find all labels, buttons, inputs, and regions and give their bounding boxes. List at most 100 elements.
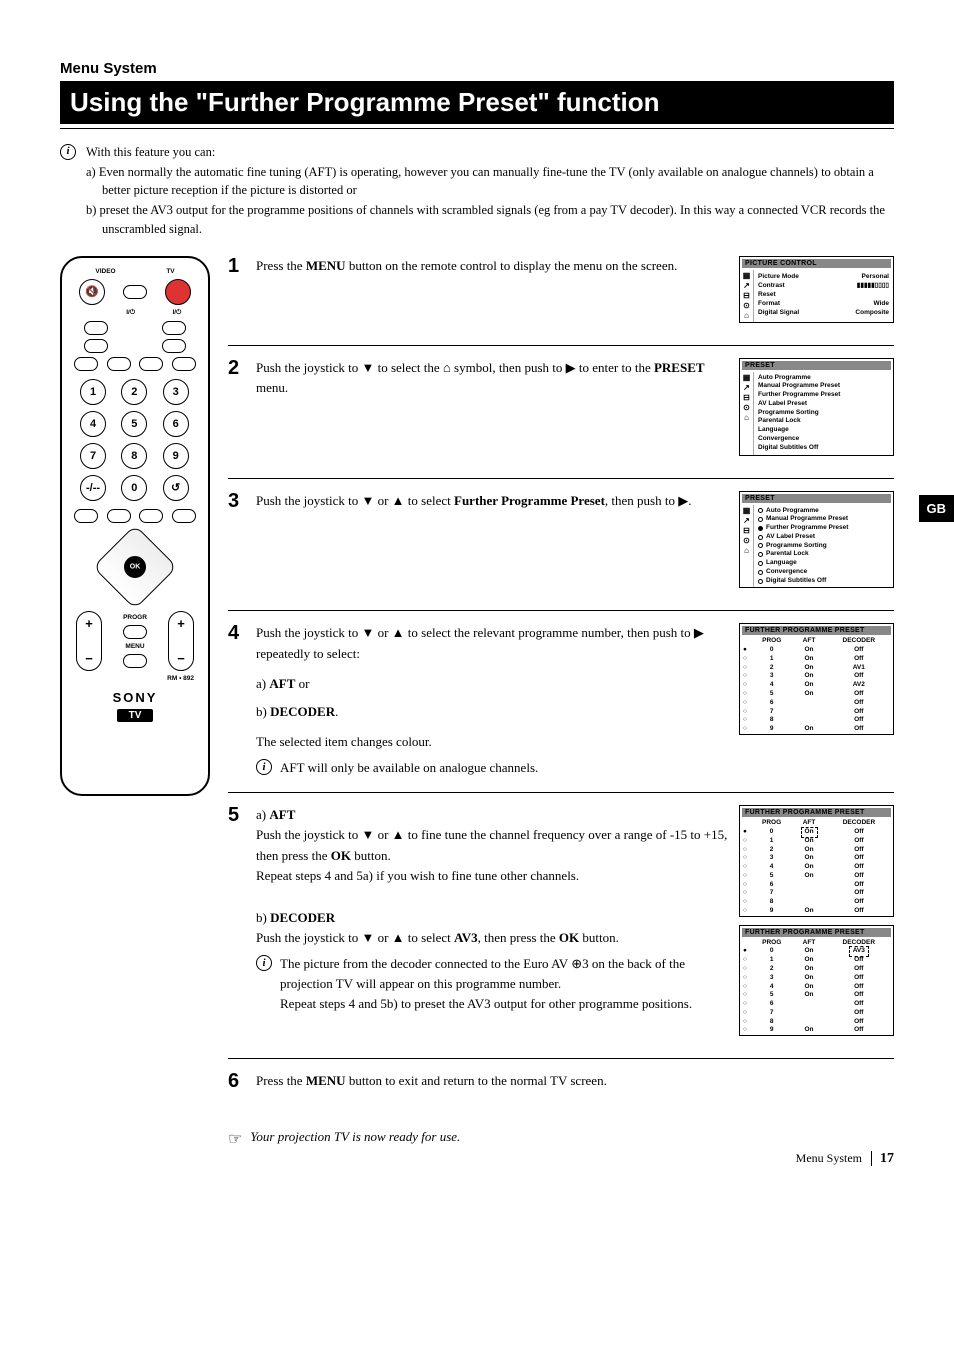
remote-label-video: VIDEO bbox=[95, 268, 115, 275]
osd-fpp-table: PROGAFTDECODER●0OnOff○1OnOff○2OnOff○3OnO… bbox=[740, 819, 893, 915]
btn-e[interactable] bbox=[74, 357, 98, 371]
key-dash[interactable]: -/-- bbox=[80, 475, 106, 501]
fn-3[interactable] bbox=[139, 509, 163, 523]
step-6-body: Press the MENU button to exit and return… bbox=[256, 1071, 729, 1091]
osd-fpp-5a: FURTHER PROGRAMME PRESET PROGAFTDECODER●… bbox=[739, 805, 894, 916]
osd-preset-2: PRESET ▦↗⊟⊙⌂ Auto ProgrammeManual Progra… bbox=[739, 491, 894, 589]
step-2-body: Push the joystick to ▼ to select the ⌂ s… bbox=[256, 358, 729, 398]
key-3[interactable]: 3 bbox=[163, 379, 189, 405]
step-4-num: 4 bbox=[228, 623, 246, 643]
btn-c[interactable] bbox=[84, 339, 108, 353]
joystick[interactable]: OK bbox=[93, 524, 178, 609]
info-icon: i bbox=[256, 759, 272, 775]
fn-1[interactable] bbox=[74, 509, 98, 523]
fn-4[interactable] bbox=[172, 509, 196, 523]
step-3-num: 3 bbox=[228, 491, 246, 511]
step-5: 5 a) AFT Push the joystick to ▼ or ▲ to … bbox=[228, 792, 894, 1058]
step-2: 2 Push the joystick to ▼ to select the ⌂… bbox=[228, 345, 894, 478]
progr-label: PROGR bbox=[123, 614, 147, 621]
osd-title: FURTHER PROGRAMME PRESET bbox=[742, 928, 891, 937]
osd-title: FURTHER PROGRAMME PRESET bbox=[742, 626, 891, 635]
remote-label-tv: TV bbox=[166, 268, 174, 275]
osd-title: FURTHER PROGRAMME PRESET bbox=[742, 808, 891, 817]
key-9[interactable]: 9 bbox=[163, 443, 189, 469]
step-4-note: AFT will only be available on analogue c… bbox=[280, 758, 538, 778]
osd-preset-1: PRESET ▦↗⊟⊙⌂ Auto ProgrammeManual Progra… bbox=[739, 358, 894, 456]
step-1-body: Press the MENU button on the remote cont… bbox=[256, 256, 729, 276]
hand-icon bbox=[228, 1129, 242, 1149]
btn-a[interactable] bbox=[84, 321, 108, 335]
osd-title: PICTURE CONTROL bbox=[742, 259, 891, 268]
tv-badge: TV bbox=[117, 709, 154, 722]
menu-label: MENU bbox=[125, 643, 144, 650]
step-1: 1 Press the MENU button on the remote co… bbox=[228, 256, 894, 345]
key-7[interactable]: 7 bbox=[80, 443, 106, 469]
key-2[interactable]: 2 bbox=[121, 379, 147, 405]
step-5-repeat: Repeat steps 4 and 5b) to preset the AV3… bbox=[280, 994, 729, 1014]
osd-fpp-table: PROGAFTDECODER●0OnOff○1OnOff○2OnAV1○3OnO… bbox=[740, 637, 893, 733]
step-5-body: a) AFT Push the joystick to ▼ or ▲ to fi… bbox=[256, 805, 729, 1014]
page-title: Using the "Further Programme Preset" fun… bbox=[60, 81, 894, 124]
keypad: 1 2 3 4 5 6 7 8 9 -/-- 0 ↺ bbox=[70, 375, 200, 505]
osd-title: PRESET bbox=[742, 361, 891, 370]
btn-b[interactable] bbox=[162, 321, 186, 335]
step-6: 6 Press the MENU button to exit and retu… bbox=[228, 1058, 894, 1105]
osd-fpp-5b: FURTHER PROGRAMME PRESET PROGAFTDECODER●… bbox=[739, 925, 894, 1036]
step-4: 4 Push the joystick to ▼ or ▲ to select … bbox=[228, 610, 894, 792]
key-0[interactable]: 0 bbox=[121, 475, 147, 501]
key-jump[interactable]: ↺ bbox=[163, 475, 189, 501]
green-button[interactable] bbox=[123, 285, 147, 299]
step-3: 3 Push the joystick to ▼ or ▲ to select … bbox=[228, 478, 894, 611]
ok-label: OK bbox=[130, 563, 141, 570]
key-4[interactable]: 4 bbox=[80, 411, 106, 437]
info-icon: i bbox=[256, 955, 272, 971]
page-footer: Menu System 17 bbox=[796, 1151, 894, 1167]
btn-f[interactable] bbox=[107, 357, 131, 371]
btn-d[interactable] bbox=[162, 339, 186, 353]
btn-g[interactable] bbox=[139, 357, 163, 371]
fn-2[interactable] bbox=[107, 509, 131, 523]
step-1-num: 1 bbox=[228, 256, 246, 276]
remote-control: VIDEO TV 🔇 I/⁠⏻ I/⁠⏻ 1 2 3 4 5 6 7 8 9 -/-… bbox=[60, 256, 210, 796]
osd-preset-items: Auto ProgrammeManual Programme PresetFur… bbox=[754, 372, 893, 455]
step-2-num: 2 bbox=[228, 358, 246, 378]
mute-button[interactable]: 🔇 bbox=[79, 279, 105, 305]
prog-rocker[interactable]: +− bbox=[168, 611, 194, 671]
step-3-body: Push the joystick to ▼ or ▲ to select Fu… bbox=[256, 491, 729, 511]
osd-picture-control: PICTURE CONTROL ▦↗⊟⊙⌂ Picture ModePerson… bbox=[739, 256, 894, 323]
section-label: Menu System bbox=[60, 60, 894, 77]
intro-b: b) preset the AV3 output for the program… bbox=[86, 201, 894, 237]
gb-tab: GB bbox=[919, 495, 954, 522]
volume-rocker[interactable]: +− bbox=[76, 611, 102, 671]
key-1[interactable]: 1 bbox=[80, 379, 106, 405]
key-5[interactable]: 5 bbox=[121, 411, 147, 437]
step-5-note: The picture from the decoder connected t… bbox=[280, 954, 729, 994]
intro-text: With this feature you can: a) Even norma… bbox=[86, 143, 894, 238]
model-label: RM • 892 bbox=[167, 675, 194, 682]
step-4-body: Push the joystick to ▼ or ▲ to select th… bbox=[256, 623, 729, 778]
btn-h[interactable] bbox=[172, 357, 196, 371]
aux-button[interactable] bbox=[123, 654, 147, 668]
osd-title: PRESET bbox=[742, 494, 891, 503]
osd-picture-rows: Picture ModePersonalContrast▮▮▮▮▮▯▯▯▯Res… bbox=[754, 270, 893, 322]
info-icon: i bbox=[60, 144, 76, 160]
key-8[interactable]: 8 bbox=[121, 443, 147, 469]
power-tv-button[interactable] bbox=[165, 279, 191, 305]
step-6-num: 6 bbox=[228, 1071, 246, 1091]
osd-nav-icons: ▦↗⊟⊙⌂ bbox=[740, 270, 754, 322]
standby-label: I/⁠⏻ bbox=[126, 309, 135, 317]
intro-a: a) Even normally the automatic fine tuni… bbox=[86, 163, 894, 199]
osd-fpp-table: PROGAFTDECODER●0OnAV3○1OnOff○2OnOff○3OnO… bbox=[740, 939, 893, 1035]
key-6[interactable]: 6 bbox=[163, 411, 189, 437]
osd-nav-icons: ▦↗⊟⊙⌂ bbox=[740, 505, 754, 588]
brand-label: SONY bbox=[113, 690, 158, 705]
rule bbox=[60, 128, 894, 129]
step-5-num: 5 bbox=[228, 805, 246, 825]
ready-note: Your projection TV is now ready for use. bbox=[228, 1129, 894, 1149]
osd-preset-items: Auto ProgrammeManual Programme PresetFur… bbox=[754, 505, 893, 588]
menu-button[interactable] bbox=[123, 625, 147, 639]
standby-label-2: I/⁠⏻ bbox=[172, 309, 181, 317]
intro-block: i With this feature you can: a) Even nor… bbox=[60, 143, 894, 238]
osd-fpp-4: FURTHER PROGRAMME PRESET PROGAFTDECODER●… bbox=[739, 623, 894, 734]
osd-nav-icons: ▦↗⊟⊙⌂ bbox=[740, 372, 754, 455]
